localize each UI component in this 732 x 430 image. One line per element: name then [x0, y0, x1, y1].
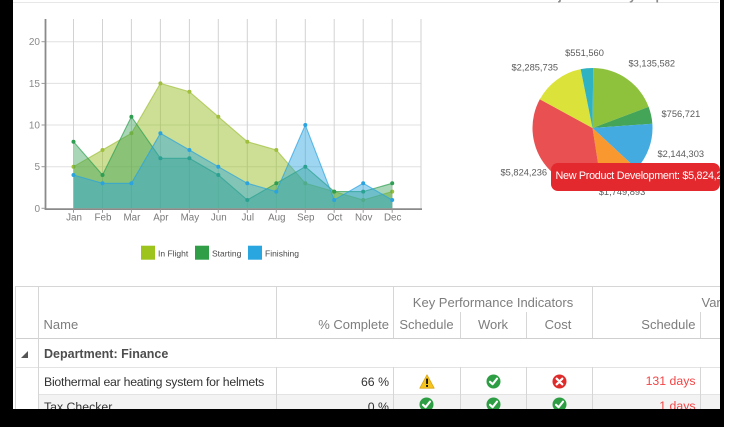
svg-text:Jan: Jan — [66, 212, 82, 223]
svg-text:In Flight: In Flight — [158, 248, 189, 258]
svg-text:$3,135,582: $3,135,582 — [629, 59, 676, 69]
svg-text:Aug: Aug — [268, 212, 285, 223]
svg-text:5: 5 — [34, 162, 40, 173]
svg-text:Finishing: Finishing — [265, 248, 299, 258]
svg-text:Dec: Dec — [384, 212, 402, 223]
svg-text:Jun: Jun — [211, 212, 227, 223]
svg-text:0: 0 — [34, 204, 40, 215]
svg-text:10: 10 — [29, 121, 41, 132]
svg-text:Sep: Sep — [297, 212, 315, 223]
svg-text:$2,144,303: $2,144,303 — [658, 149, 705, 159]
svg-text:Apr: Apr — [153, 212, 169, 223]
svg-text:$2,285,735: $2,285,735 — [512, 63, 559, 73]
svg-text:$1,749,893: $1,749,893 — [599, 187, 646, 197]
svg-text:Starting: Starting — [212, 248, 242, 258]
svg-text:Oct: Oct — [327, 212, 343, 223]
svg-text:$756,721: $756,721 — [662, 109, 701, 119]
svg-text:$5,824,236: $5,824,236 — [501, 167, 548, 177]
svg-text:15: 15 — [29, 79, 41, 90]
svg-text:Nov: Nov — [355, 212, 373, 223]
svg-text:20: 20 — [29, 37, 41, 48]
svg-text:$551,560: $551,560 — [565, 48, 604, 58]
svg-text:Jul: Jul — [242, 212, 255, 223]
svg-text:May: May — [181, 212, 200, 223]
svg-text:Mar: Mar — [123, 212, 141, 223]
svg-text:Feb: Feb — [95, 212, 112, 223]
